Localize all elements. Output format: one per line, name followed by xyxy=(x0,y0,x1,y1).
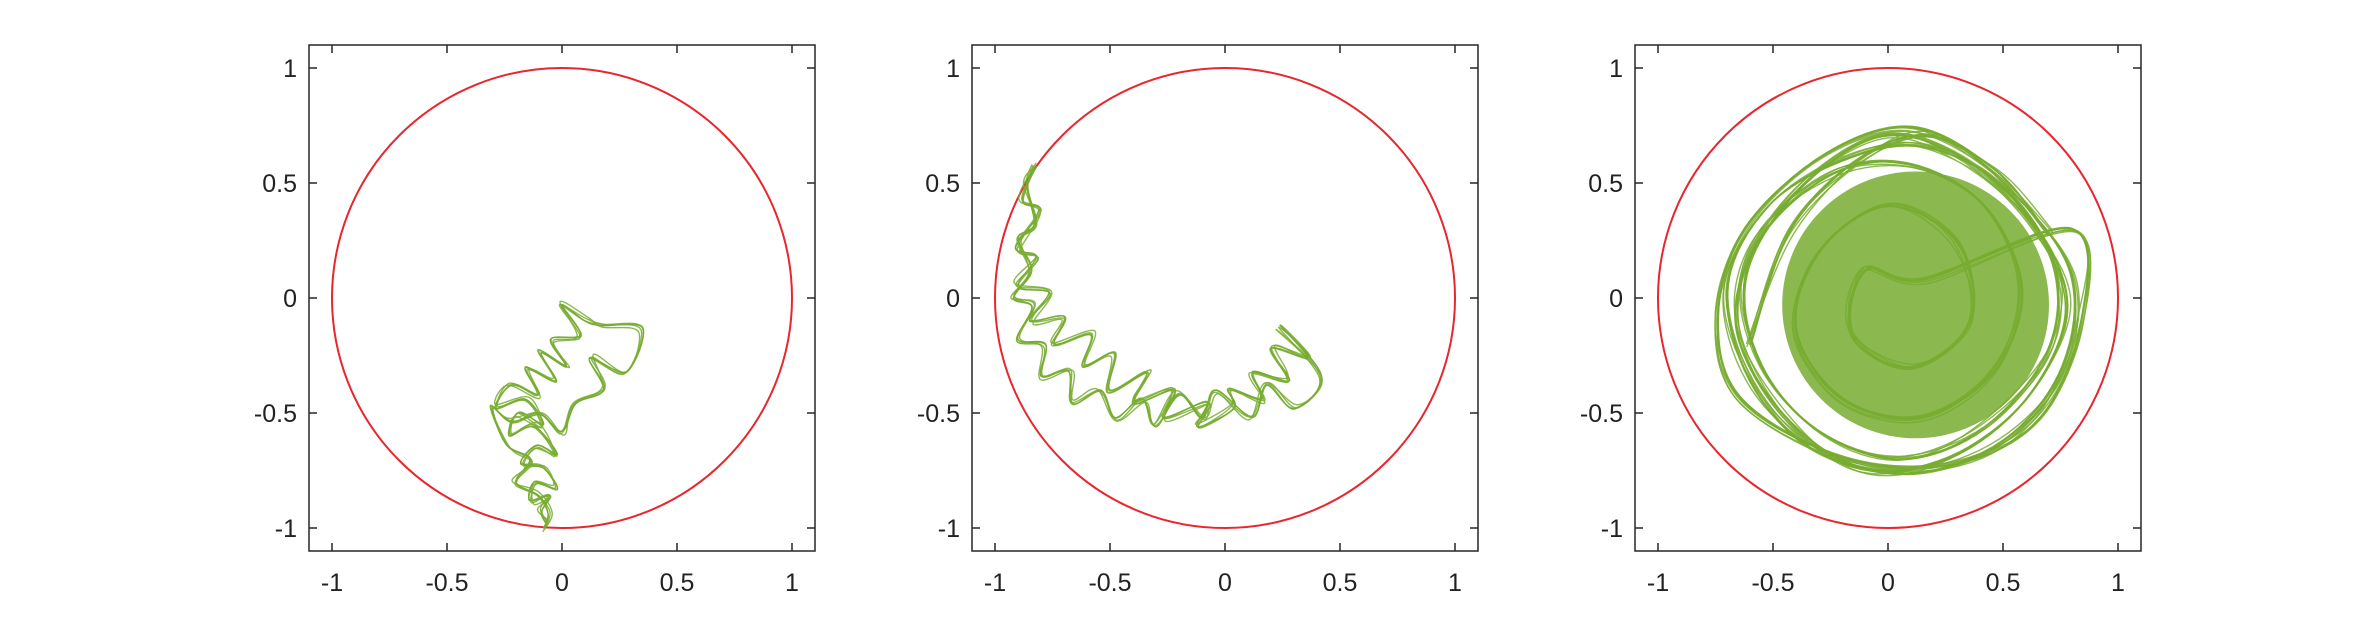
y-tick-label: 1 xyxy=(283,55,297,83)
x-tick-label: 1 xyxy=(785,569,799,597)
y-tick-label: 0.5 xyxy=(925,170,960,198)
x-tick-label: -0.5 xyxy=(1088,569,1131,597)
y-tick-label: 1 xyxy=(1609,55,1623,83)
trajectory-dense-region xyxy=(1782,171,2049,439)
trajectory-line-pass xyxy=(1010,162,1323,426)
y-tick-label: -0.5 xyxy=(1580,400,1623,428)
x-tick-label: 0.5 xyxy=(1986,569,2021,597)
subplot-3: -1 -0.5 0 0.5 1 -1 -0.5 0 0.5 1 xyxy=(1580,44,2142,597)
x-tick-label: -1 xyxy=(321,569,343,597)
x-tick-label: 0.5 xyxy=(660,569,695,597)
unit-circle xyxy=(1657,67,2119,529)
y-tick-label: -1 xyxy=(938,515,960,543)
y-tick-label: -0.5 xyxy=(254,400,297,428)
x-tick-label: -1 xyxy=(984,569,1006,597)
y-tick-label: 0 xyxy=(946,285,960,313)
y-tick-label: -1 xyxy=(1601,515,1623,543)
trajectory-line-pass xyxy=(1013,164,1321,428)
x-tick-label: 1 xyxy=(1448,569,1462,597)
y-tick-label: -1 xyxy=(275,515,297,543)
unit-circle xyxy=(331,67,793,529)
y-tick-label: 0 xyxy=(1609,285,1623,313)
x-tick-label: 0 xyxy=(1218,569,1232,597)
axes-box xyxy=(308,44,816,552)
x-tick-label: 0.5 xyxy=(1323,569,1358,597)
trajectory-line-pass xyxy=(489,300,641,533)
y-tick-label: 1 xyxy=(946,55,960,83)
x-tick-label: -1 xyxy=(1647,569,1669,597)
x-tick-label: -0.5 xyxy=(1751,569,1794,597)
subplot-1: -1 -0.5 0 0.5 1 -1 -0.5 0 0.5 1 xyxy=(254,44,816,597)
y-tick-label: 0 xyxy=(283,285,297,313)
trajectory-line-pass xyxy=(1716,130,2089,477)
x-tick-label: 0 xyxy=(555,569,569,597)
y-tick-label: 0.5 xyxy=(262,170,297,198)
x-tick-label: 1 xyxy=(2111,569,2125,597)
x-tick-label: -0.5 xyxy=(425,569,468,597)
y-tick-label: -0.5 xyxy=(917,400,960,428)
x-tick-label: 0 xyxy=(1881,569,1895,597)
y-tick-label: 0.5 xyxy=(1588,170,1623,198)
unit-circle xyxy=(994,67,1456,529)
subplot-2: -1 -0.5 0 0.5 1 -1 -0.5 0 0.5 1 xyxy=(917,44,1479,597)
